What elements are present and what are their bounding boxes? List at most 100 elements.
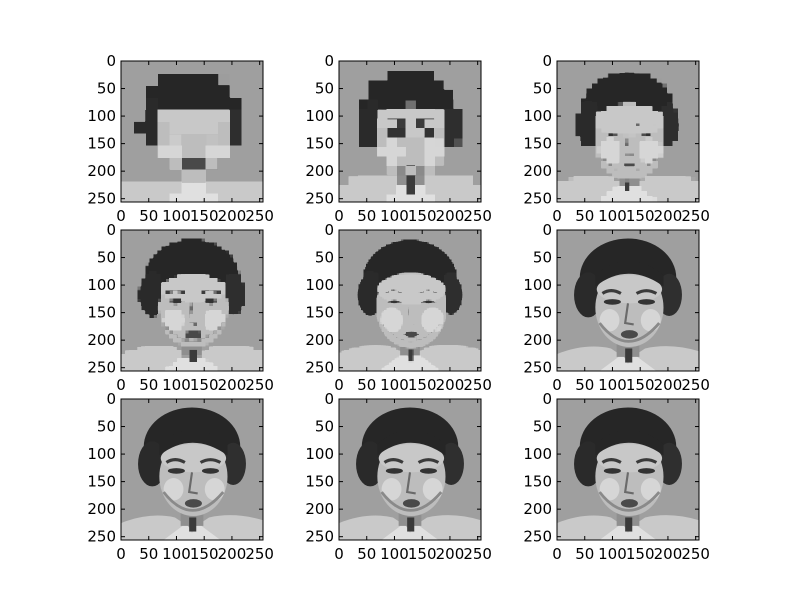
y-tick-label: 50 [533,80,552,98]
y-tick-label: 150 [305,135,334,153]
y-tick-label: 0 [542,221,552,239]
x-tick-label: 200 [218,376,247,394]
x-tick-label: 250 [681,207,710,225]
x-tick-label: 200 [218,207,247,225]
panel-frame [120,398,264,541]
y-tick-label: 100 [523,276,552,294]
x-tick-label: 250 [463,545,492,563]
x-tick-label: 150 [626,545,655,563]
y-tick-label: 250 [523,528,552,546]
y-tick-label: 100 [305,107,334,125]
y-tick-label: 250 [305,359,334,377]
x-tick-label: 100 [598,545,627,563]
x-tick-label: 150 [408,376,437,394]
x-tick-label: 200 [654,545,683,563]
panel-image [557,399,699,540]
x-tick-label: 50 [575,376,594,394]
x-tick-label: 100 [598,207,627,225]
panel-frame [338,60,482,203]
y-tick-label: 50 [97,80,116,98]
panel-image [121,399,263,540]
x-tick-label: 100 [380,207,409,225]
y-tick-label: 0 [542,390,552,408]
x-tick-label: 100 [380,545,409,563]
y-tick-label: 200 [87,162,116,180]
y-tick-label: 50 [97,249,116,267]
panel-frame [120,229,264,372]
y-tick-label: 50 [315,80,334,98]
panel-frame [338,229,482,372]
panel-image [339,399,481,540]
panel-image [121,61,263,202]
x-tick-label: 0 [334,207,344,225]
y-tick-label: 150 [523,135,552,153]
panel-image [339,61,481,202]
y-tick-label: 100 [87,276,116,294]
x-tick-label: 200 [654,376,683,394]
x-tick-label: 250 [245,207,274,225]
y-tick-label: 150 [87,473,116,491]
x-tick-label: 100 [380,376,409,394]
y-tick-label: 100 [87,107,116,125]
x-tick-label: 150 [626,207,655,225]
y-tick-label: 50 [315,249,334,267]
y-tick-label: 200 [523,331,552,349]
y-tick-label: 100 [523,445,552,463]
x-tick-label: 0 [552,376,562,394]
x-tick-label: 250 [681,376,710,394]
panel-frame [120,60,264,203]
x-tick-label: 50 [139,376,158,394]
y-tick-label: 250 [305,528,334,546]
y-tick-label: 250 [305,190,334,208]
y-tick-label: 0 [542,52,552,70]
y-tick-label: 250 [523,359,552,377]
y-tick-label: 50 [97,418,116,436]
y-tick-label: 150 [305,473,334,491]
y-tick-label: 50 [315,418,334,436]
y-tick-label: 200 [305,500,334,518]
x-tick-label: 50 [357,545,376,563]
x-tick-label: 200 [436,545,465,563]
x-tick-label: 150 [190,207,219,225]
x-tick-label: 250 [681,545,710,563]
x-tick-label: 50 [575,207,594,225]
x-tick-label: 200 [436,207,465,225]
x-tick-label: 200 [654,207,683,225]
panel-frame [556,398,700,541]
x-tick-label: 250 [463,376,492,394]
y-tick-label: 200 [87,500,116,518]
y-tick-label: 200 [305,162,334,180]
x-tick-label: 50 [357,207,376,225]
y-tick-label: 150 [305,304,334,322]
y-tick-label: 200 [523,162,552,180]
y-tick-label: 50 [533,418,552,436]
y-tick-label: 150 [87,135,116,153]
y-tick-label: 0 [324,221,334,239]
y-tick-label: 200 [87,331,116,349]
x-tick-label: 100 [162,545,191,563]
x-tick-label: 0 [552,207,562,225]
panel-image [121,230,263,371]
y-tick-label: 0 [106,221,116,239]
x-tick-label: 100 [162,207,191,225]
x-tick-label: 150 [190,545,219,563]
y-tick-label: 100 [87,445,116,463]
x-tick-label: 250 [245,545,274,563]
panel-image [557,230,699,371]
panel-frame [556,229,700,372]
y-tick-label: 0 [324,52,334,70]
panel-image [557,61,699,202]
y-tick-label: 250 [87,528,116,546]
y-tick-label: 250 [87,359,116,377]
panel-frame [556,60,700,203]
x-tick-label: 200 [218,545,247,563]
